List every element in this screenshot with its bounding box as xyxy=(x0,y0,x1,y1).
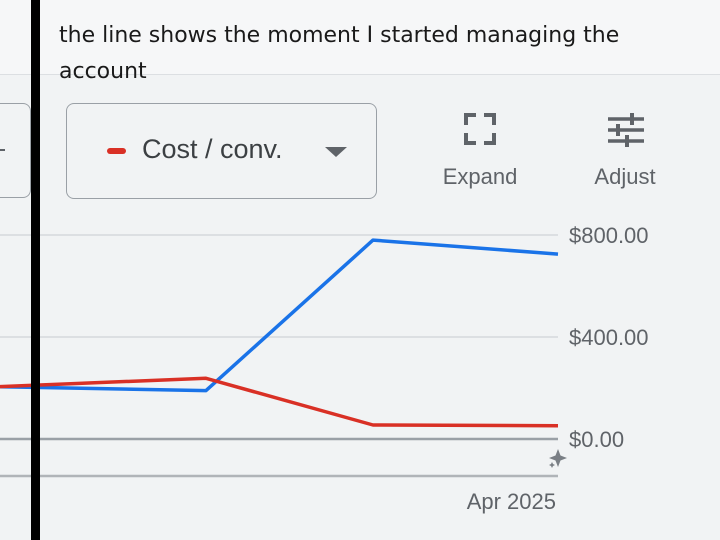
clipped-swatch xyxy=(0,149,5,151)
expand-icon xyxy=(464,113,496,145)
sparkle-icon[interactable] xyxy=(549,449,567,468)
y-tick-label: $800.00 xyxy=(569,223,649,248)
x-tick-label: Apr 2025 xyxy=(467,489,556,514)
annotation-text: the line shows the moment I started mana… xyxy=(59,23,620,84)
expand-button[interactable]: Expand xyxy=(432,112,528,202)
y-tick-label: $0.00 xyxy=(569,427,624,452)
expand-label: Expand xyxy=(442,164,518,189)
metric-selector-cost-per-conv[interactable]: Cost / conv. xyxy=(66,103,377,199)
metric-selector-label: Cost / conv. xyxy=(142,134,283,164)
metric-selector-clipped[interactable] xyxy=(0,103,31,198)
annotation-bar: the line shows the moment I started mana… xyxy=(0,0,720,84)
adjust-label: Adjust xyxy=(594,164,656,189)
series-swatch xyxy=(107,148,126,154)
adjust-button[interactable]: Adjust xyxy=(582,112,668,202)
y-tick-label: $400.00 xyxy=(569,325,649,350)
caret-down-icon xyxy=(325,147,347,157)
series-line-blue xyxy=(0,238,559,393)
annotation-divider-line xyxy=(31,0,40,540)
series-line-cost-per-conv xyxy=(0,376,559,428)
tune-sliders-icon xyxy=(608,113,644,147)
